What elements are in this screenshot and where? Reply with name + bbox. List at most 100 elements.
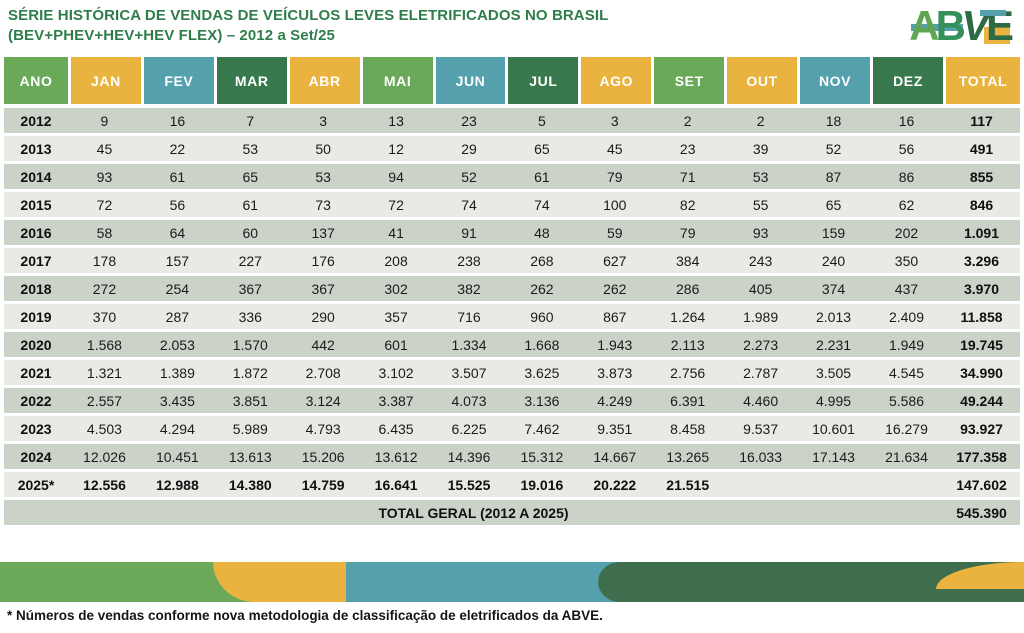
sales-cell: 2.787	[724, 360, 798, 388]
sales-cell: 601	[359, 332, 433, 360]
sales-cell: 2.113	[651, 332, 725, 360]
year-cell: 2022	[4, 388, 68, 416]
sales-cell: 4.460	[724, 388, 798, 416]
sales-cell: 17.143	[797, 444, 870, 472]
table-row-2013: 2013 45 22 53 50 12 29 65 45 23 39 52 56 491	[4, 136, 1020, 164]
sales-cell: 13.613	[213, 444, 287, 472]
sales-cell: 2.053	[140, 332, 214, 360]
grand-total-cell: 545.390	[943, 500, 1020, 528]
row-total-cell: 49.244	[943, 388, 1020, 416]
sales-cell: 15.206	[286, 444, 360, 472]
sales-cell: 16	[869, 108, 943, 136]
sales-cell: 86	[869, 164, 943, 192]
sales-cell: 367	[213, 276, 287, 304]
row-total-cell: 93.927	[943, 416, 1020, 444]
year-cell: 2024	[4, 444, 68, 472]
sales-cell: 178	[68, 248, 141, 276]
logo-letter-b: B	[935, 2, 966, 49]
abve-logo: A B V E	[909, 2, 1014, 50]
sales-cell: 94	[359, 164, 433, 192]
sales-cell: 61	[213, 192, 287, 220]
sales-cell: 59	[578, 220, 652, 248]
col-header-jul: JUL	[505, 57, 579, 108]
logo-yellow-block	[984, 27, 1010, 44]
sales-cell: 367	[286, 276, 360, 304]
sales-cell: 384	[651, 248, 725, 276]
sales-cell: 52	[797, 136, 870, 164]
row-total-cell: 34.990	[943, 360, 1020, 388]
row-total-cell: 117	[943, 108, 1020, 136]
sales-cell: 9	[68, 108, 141, 136]
logo-letter-a: A	[909, 2, 939, 49]
sales-cell: 74	[432, 192, 506, 220]
col-header-total: TOTAL	[943, 57, 1020, 108]
sales-cell: 1.570	[213, 332, 287, 360]
sales-cell: 58	[68, 220, 141, 248]
sales-cell: 405	[724, 276, 798, 304]
sales-cell: 243	[724, 248, 798, 276]
sales-cell: 53	[724, 164, 798, 192]
year-cell: 2013	[4, 136, 68, 164]
col-header-jun: JUN	[432, 57, 506, 108]
year-cell: 2016	[4, 220, 68, 248]
row-total-cell: 11.858	[943, 304, 1020, 332]
table-row-2015: 2015 72 56 61 73 72 74 74 100 82 55 65 62 846	[4, 192, 1020, 220]
sales-cell: 262	[505, 276, 579, 304]
sales-cell: 4.545	[869, 360, 943, 388]
band-teal-segment	[346, 562, 624, 602]
table-row-2025: 2025* 12.556 12.988 14.380 14.759 16.641 15.52…	[4, 472, 1020, 500]
year-cell: 2015	[4, 192, 68, 220]
sales-cell: 2.231	[797, 332, 870, 360]
sales-cell: 16	[140, 108, 214, 136]
sales-cell: 52	[432, 164, 506, 192]
sales-cell: 4.793	[286, 416, 360, 444]
sales-cell: 53	[286, 164, 360, 192]
sales-cell: 3.505	[797, 360, 870, 388]
sales-cell: 22	[140, 136, 214, 164]
sales-cell: 74	[505, 192, 579, 220]
sales-cell: 5.989	[213, 416, 287, 444]
sales-cell: 2.557	[68, 388, 141, 416]
row-total-cell: 855	[943, 164, 1020, 192]
sales-cell: 1.568	[68, 332, 141, 360]
sales-cell	[869, 472, 943, 500]
sales-cell: 1.389	[140, 360, 214, 388]
sales-cell: 23	[432, 108, 506, 136]
sales-cell: 286	[651, 276, 725, 304]
sales-cell: 254	[140, 276, 214, 304]
sales-cell: 2.273	[724, 332, 798, 360]
sales-cell: 3.851	[213, 388, 287, 416]
row-total-cell: 19.745	[943, 332, 1020, 360]
sales-cell: 12.026	[68, 444, 141, 472]
band-yellow-segment	[213, 562, 346, 602]
sales-cell: 357	[359, 304, 433, 332]
sales-cell: 3	[286, 108, 360, 136]
sales-cell: 374	[797, 276, 870, 304]
sales-cell: 1.321	[68, 360, 141, 388]
sales-cell: 202	[869, 220, 943, 248]
sales-cell: 2.409	[869, 304, 943, 332]
sales-cell: 65	[797, 192, 870, 220]
table-row-2017: 2017 178 157 227 176 208 238 268 627 384 243 240 350…	[4, 248, 1020, 276]
footnote: * Números de vendas conforme nova metodo…	[7, 608, 603, 623]
sales-cell: 227	[213, 248, 287, 276]
sales-cell: 65	[505, 136, 579, 164]
year-cell: 2019	[4, 304, 68, 332]
sales-cell: 10.601	[797, 416, 870, 444]
sales-cell: 3.124	[286, 388, 360, 416]
sales-cell: 2	[724, 108, 798, 136]
table-row-2016: 2016 58 64 60 137 41 91 48 59 79 93 159 202 1.091	[4, 220, 1020, 248]
sales-cell: 60	[213, 220, 287, 248]
col-header-nov: NOV	[797, 57, 870, 108]
sales-cell: 56	[140, 192, 214, 220]
year-cell: 2014	[4, 164, 68, 192]
row-total-cell: 491	[943, 136, 1020, 164]
sales-cell: 3.625	[505, 360, 579, 388]
sales-cell: 867	[578, 304, 652, 332]
sales-cell: 14.667	[578, 444, 652, 472]
sales-cell: 4.073	[432, 388, 506, 416]
sales-cell: 4.503	[68, 416, 141, 444]
sales-cell: 13.265	[651, 444, 725, 472]
sales-cell: 240	[797, 248, 870, 276]
